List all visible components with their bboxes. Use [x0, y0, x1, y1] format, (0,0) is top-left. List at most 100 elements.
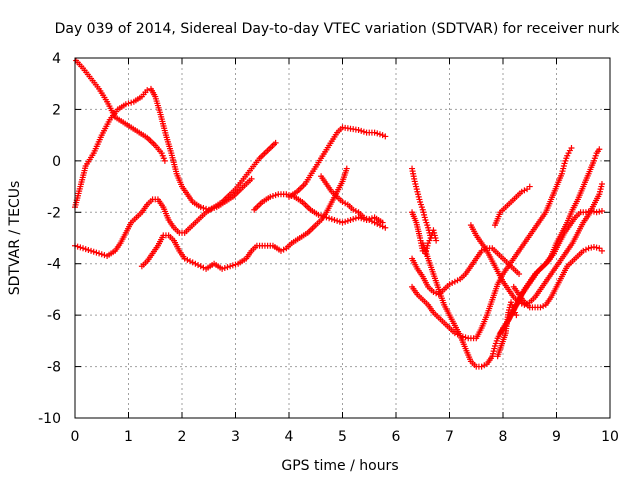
data-point	[590, 244, 597, 250]
y-tick-label: -2	[47, 205, 61, 221]
data-point	[200, 205, 207, 211]
data-point	[454, 277, 461, 284]
data-point	[334, 217, 341, 224]
data-point	[593, 209, 600, 216]
data-point	[248, 175, 255, 182]
data-point	[366, 217, 373, 223]
grid-lines	[75, 58, 610, 418]
data-point	[232, 261, 239, 268]
data-point	[342, 218, 349, 225]
data-point	[376, 131, 383, 138]
data-point	[371, 219, 378, 226]
y-axis-label: SDTVAR / TECUs	[7, 181, 23, 296]
x-tick-label: 10	[601, 429, 619, 445]
data-point	[197, 263, 204, 270]
data-point	[187, 258, 194, 265]
data-point	[598, 247, 605, 254]
axis-ticks: 0 1 2 3 4 5 6 7 8 9 10 4 2 0 -2 -4 -6 -8 -10	[38, 51, 619, 445]
data-point	[374, 130, 381, 137]
data-point	[446, 281, 453, 288]
data-point	[451, 278, 458, 285]
data-point	[197, 204, 204, 211]
data-point	[518, 188, 525, 195]
data-point	[374, 220, 381, 227]
data-point	[449, 280, 456, 286]
x-tick-label: 4	[285, 429, 294, 445]
data-point	[358, 127, 365, 134]
x-tick-label: 0	[71, 429, 80, 445]
y-tick-label: 2	[52, 102, 61, 118]
data-point	[184, 256, 191, 263]
data-point	[521, 187, 528, 194]
data-point	[588, 208, 595, 214]
data-point	[122, 101, 129, 108]
data-point	[360, 128, 367, 135]
data-point	[350, 206, 357, 213]
data-point	[74, 243, 81, 250]
data-point	[478, 247, 485, 254]
data-point	[355, 127, 362, 133]
data-point	[379, 132, 386, 139]
data-point	[219, 265, 226, 272]
data-point	[125, 100, 132, 107]
y-tick-label: 4	[52, 51, 61, 67]
data-point	[368, 218, 375, 225]
data-point	[181, 255, 188, 262]
data-point	[272, 192, 279, 199]
data-point	[80, 245, 87, 252]
data-point	[267, 193, 274, 200]
chart-title: Day 039 of 2014, Sidereal Day-to-day VTE…	[55, 21, 621, 37]
data-point	[382, 224, 389, 231]
data-point	[195, 262, 202, 268]
data-point	[580, 247, 587, 254]
data-point	[77, 244, 84, 251]
data-point	[82, 246, 89, 253]
data-point	[227, 263, 234, 270]
data-point	[85, 247, 92, 253]
data-point	[537, 304, 544, 311]
x-tick-label: 1	[124, 429, 133, 445]
data-point	[355, 214, 362, 221]
data-point	[427, 235, 434, 241]
data-point	[596, 146, 603, 153]
x-axis-label: GPS time / hours	[281, 458, 398, 474]
x-tick-label: 7	[445, 429, 454, 445]
data-point	[161, 157, 168, 164]
data-point	[481, 362, 488, 369]
data-point	[568, 145, 575, 151]
data-point	[430, 289, 437, 295]
data-point	[331, 217, 338, 223]
data-point	[88, 247, 95, 254]
x-tick-label: 5	[338, 429, 347, 445]
data-point	[433, 237, 440, 244]
data-point	[478, 363, 485, 370]
data-point	[189, 259, 196, 266]
data-points	[72, 57, 605, 370]
x-tick-label: 3	[231, 429, 240, 445]
data-point	[90, 248, 97, 255]
data-point	[363, 215, 370, 222]
y-tick-label: -6	[47, 308, 61, 324]
data-point	[315, 211, 322, 218]
data-point	[598, 181, 605, 187]
data-point	[96, 250, 103, 257]
data-point	[224, 264, 231, 271]
data-point	[593, 244, 600, 251]
data-point	[221, 265, 228, 271]
data-point	[192, 260, 199, 267]
data-point	[343, 165, 350, 172]
data-point	[371, 129, 378, 136]
data-point	[320, 213, 327, 220]
y-tick-label: -4	[47, 257, 61, 273]
data-point	[339, 219, 346, 226]
y-tick-label: 0	[52, 154, 61, 170]
data-point	[128, 99, 135, 106]
data-point	[98, 251, 105, 258]
data-point	[144, 87, 151, 94]
data-point	[540, 303, 547, 310]
data-point	[588, 244, 595, 251]
x-tick-label: 6	[392, 429, 401, 445]
data-point	[598, 208, 605, 214]
